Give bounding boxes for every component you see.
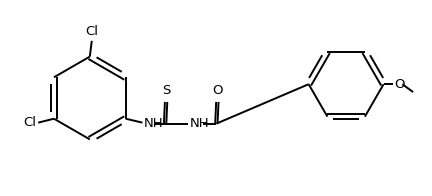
Text: NH: NH: [143, 117, 163, 130]
Text: O: O: [212, 84, 222, 97]
Text: S: S: [162, 84, 170, 97]
Text: NH: NH: [190, 117, 210, 130]
Text: Cl: Cl: [85, 25, 98, 38]
Text: O: O: [394, 78, 405, 91]
Text: Cl: Cl: [23, 116, 36, 129]
